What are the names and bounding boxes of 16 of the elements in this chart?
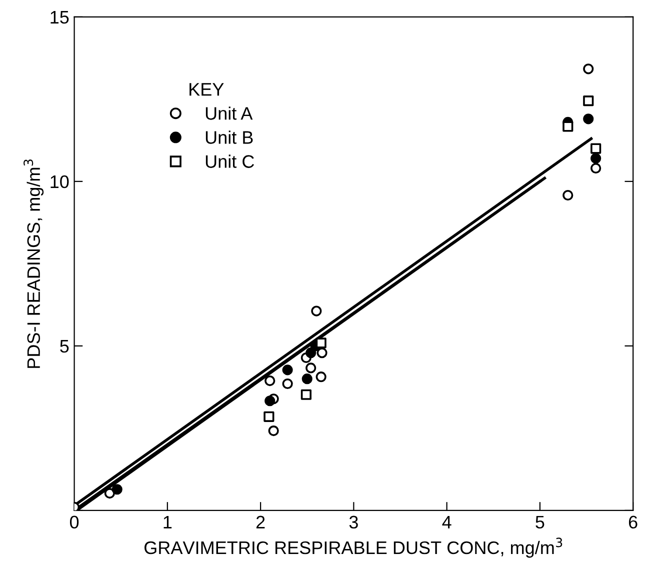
x-tick-label: 6	[628, 516, 638, 529]
x-tick-label: 5	[536, 516, 544, 529]
x-tick-label: 0	[70, 516, 79, 529]
y-tick-label: 5	[60, 340, 69, 353]
y-tick-label: 15	[50, 11, 69, 24]
x-tick-label: 1	[164, 516, 172, 528]
y-axis-title: PDS-I READINGS, mg/m$^{3}$	[24, 160, 44, 368]
x-tick-label: 3	[349, 516, 358, 529]
y-tick-label: 10	[50, 175, 69, 188]
legend-title: KEY	[190, 83, 224, 96]
legend-label: Unit A	[206, 106, 253, 120]
legend-label: Unit C	[206, 154, 254, 168]
x-axis-title: GRAVIMETRIC RESPIRABLE DUST CONC, mg/m$^{3}$	[144, 538, 562, 558]
x-tick-label: 2	[256, 516, 265, 528]
legend-label: Unit B	[206, 130, 253, 144]
x-tick-label: 4	[442, 516, 452, 528]
